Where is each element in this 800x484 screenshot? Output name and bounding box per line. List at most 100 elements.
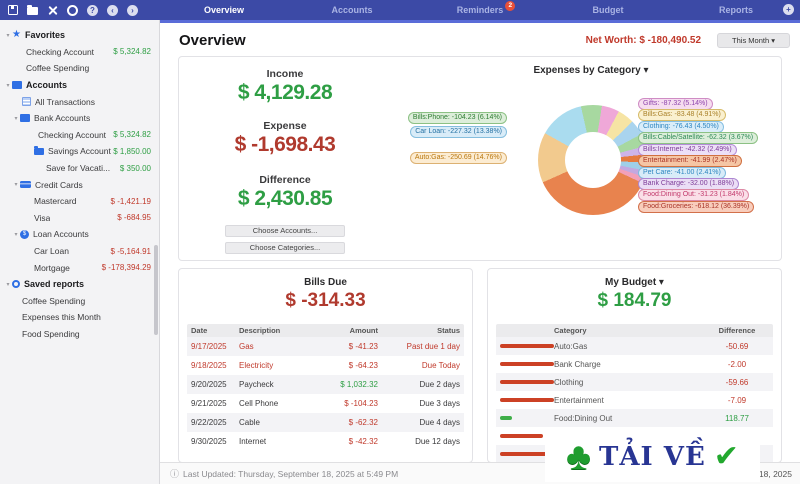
table-row[interactable]: 9/20/2025 Paycheck $ 1,032.32 Due 2 days: [187, 375, 464, 394]
sidebar-item-credit-cards[interactable]: ▾ Credit Cards: [0, 176, 159, 193]
overview-summary-panel: Income $ 4,129.28 Expense $ -1,698.43 Di…: [178, 56, 782, 261]
report-label: Expenses this Month: [22, 312, 101, 323]
table-row[interactable]: 9/21/2025 Cell Phone $ -104.23 Due 3 day…: [187, 394, 464, 413]
page-title: Overview: [179, 31, 246, 49]
help-icon[interactable]: ?: [87, 4, 98, 16]
tab-reminders[interactable]: Reminders 2: [416, 1, 544, 15]
column-header-description: Description: [239, 326, 281, 335]
sidebar-section-favorites[interactable]: ▾ ★ Favorites: [0, 27, 159, 44]
sidebar-item-coffee-spending-favorite[interactable]: Coffee Spending: [0, 60, 159, 77]
difference-value: $ 2,430.85: [237, 187, 333, 210]
table-row[interactable]: 9/30/2025 Internet $ -42.32 Due 12 days: [187, 432, 464, 451]
sidebar-item-save-for-vacation[interactable]: Save for Vacati... $ 350.00: [0, 160, 159, 177]
table-row[interactable]: Food:Dining Out 118.77: [496, 409, 773, 427]
table-row[interactable]: Bank Charge -2.00: [496, 355, 773, 373]
back-icon[interactable]: ‹: [107, 4, 118, 16]
bills-due-panel: Bills Due $ -314.33 Date Description Amo…: [178, 268, 473, 463]
folder-icon[interactable]: [27, 5, 38, 15]
budget-bar-cell: [496, 416, 554, 420]
add-tab-icon[interactable]: +: [783, 4, 794, 15]
my-budget-total: $ 184.79: [597, 290, 672, 311]
column-header-difference: Difference: [718, 326, 756, 335]
table-row[interactable]: 9/18/2025 Electricity $ -64.23 Due Today: [187, 356, 464, 375]
report-label: Coffee Spending: [26, 63, 90, 74]
bills-table: Date Description Amount Status 9/17/2025…: [187, 324, 464, 451]
budget-progress-bar: [500, 344, 554, 348]
sidebar-item-car-loan[interactable]: Car Loan $ -5,164.91: [0, 243, 159, 260]
account-balance: $ -1,421.19: [110, 196, 151, 206]
chart-label-bills-phone: Bills:Phone: -104.23 (6.14%): [407, 112, 507, 124]
chevron-down-icon[interactable]: ▾: [14, 182, 18, 189]
bill-amount: $ -41.23: [348, 342, 378, 351]
sidebar-item-savings-account[interactable]: Savings Account $ 1,850.00: [0, 143, 159, 160]
tab-budget[interactable]: Budget: [592, 5, 624, 15]
bill-status: Due 4 days: [419, 418, 460, 427]
column-header-status: Status: [437, 326, 460, 335]
my-budget-title[interactable]: My Budget ▾: [605, 277, 664, 288]
budget-bar-cell: [496, 344, 554, 348]
choose-categories-button[interactable]: Choose Categories...: [225, 242, 345, 254]
chevron-down-icon[interactable]: ▾: [14, 231, 18, 238]
budget-bar-cell: [496, 398, 554, 402]
sidebar-item-bank-accounts[interactable]: ▾ Bank Accounts: [0, 110, 159, 127]
income-value: $ 4,129.28: [237, 81, 333, 104]
chevron-down-icon[interactable]: ▾: [6, 281, 10, 288]
sidebar-item-mastercard[interactable]: Mastercard $ -1,421.19: [0, 193, 159, 210]
sidebar-item-visa[interactable]: Visa $ -684.95: [0, 210, 159, 227]
sidebar-item-mortgage[interactable]: Mortgage $ -178,394.29: [0, 259, 159, 276]
table-row[interactable]: Clothing -59.66: [496, 373, 773, 391]
budget-difference: -2.00: [727, 359, 747, 369]
tab-accounts[interactable]: Accounts: [331, 5, 373, 15]
column-header-amount: Amount: [349, 326, 378, 335]
budget-bar-cell: [496, 380, 554, 384]
net-worth-value: Net Worth: $ -180,490.52: [585, 34, 702, 46]
sidebar-item-checking-account[interactable]: Checking Account $ 5,324.82: [0, 127, 159, 144]
bill-description: Cable: [239, 418, 260, 427]
sidebar-scrollbar[interactable]: [154, 245, 158, 335]
bank-icon: [12, 81, 22, 90]
last-updated: ⓘ Last Updated: Thursday, September 18, …: [170, 467, 398, 480]
sidebar-item-coffee-spending-report[interactable]: Coffee Spending: [0, 293, 159, 310]
chevron-down-icon[interactable]: ▾: [14, 115, 18, 122]
sidebar-item-expenses-this-month-report[interactable]: Expenses this Month: [0, 309, 159, 326]
income-label: Income: [266, 68, 304, 80]
save-icon[interactable]: [8, 5, 18, 15]
account-label: Checking Account: [38, 129, 107, 140]
main-content: Overview Net Worth: $ -180,490.52 This M…: [160, 20, 800, 484]
tab-overview[interactable]: Overview: [203, 5, 245, 15]
sidebar-item-loan-accounts[interactable]: ▾ $ Loan Accounts: [0, 226, 159, 243]
sidebar-section-saved-reports[interactable]: ▾ Saved reports: [0, 276, 159, 293]
sidebar-item-food-spending-report[interactable]: Food Spending: [0, 326, 159, 343]
table-row[interactable]: Entertainment -7.09: [496, 391, 773, 409]
sidebar-item-all-transactions[interactable]: All Transactions: [0, 93, 159, 110]
tools-icon[interactable]: [47, 5, 58, 16]
chart-label-food-groceries: Food:Groceries: -618.12 (36.39%): [638, 201, 755, 213]
group-label: Credit Cards: [35, 179, 83, 190]
donut-hole: [565, 132, 621, 188]
section-label: Saved reports: [24, 279, 85, 290]
expenses-donut-chart[interactable]: [538, 105, 648, 215]
table-row[interactable]: Auto:Gas -50.69: [496, 337, 773, 355]
expenses-chart-title[interactable]: Expenses by Category ▾: [533, 65, 649, 76]
bills-due-title: Bills Due: [304, 277, 347, 288]
bill-description: Electricity: [239, 361, 274, 370]
difference-label: Difference: [259, 174, 311, 186]
choose-accounts-button[interactable]: Choose Accounts...: [225, 225, 345, 237]
tab-reports[interactable]: Reports: [718, 5, 753, 15]
sidebar-section-accounts[interactable]: ▾ Accounts: [0, 77, 159, 94]
budget-difference: -50.69: [725, 341, 749, 351]
chevron-down-icon[interactable]: ▾: [6, 82, 10, 89]
download-watermark: ♣ TẢI VỀ ✔: [545, 432, 760, 482]
period-selector-button[interactable]: This Month ▾: [717, 32, 790, 48]
column-header-category: Category: [554, 326, 587, 335]
budget-progress-bar: [500, 398, 554, 402]
chevron-down-icon[interactable]: ▾: [6, 32, 10, 39]
info-icon: ⓘ: [170, 469, 180, 479]
forward-icon[interactable]: ›: [127, 4, 138, 16]
table-row[interactable]: 9/22/2025 Cable $ -62.32 Due 4 days: [187, 413, 464, 432]
bill-date: 9/17/2025: [191, 342, 227, 351]
table-row[interactable]: 9/17/2025 Gas $ -41.23 Past due 1 day: [187, 337, 464, 356]
gear-icon[interactable]: [67, 4, 78, 16]
sidebar-item-checking-account-favorite[interactable]: Checking Account $ 5,324.82: [0, 44, 159, 61]
account-label: Visa: [34, 212, 51, 223]
